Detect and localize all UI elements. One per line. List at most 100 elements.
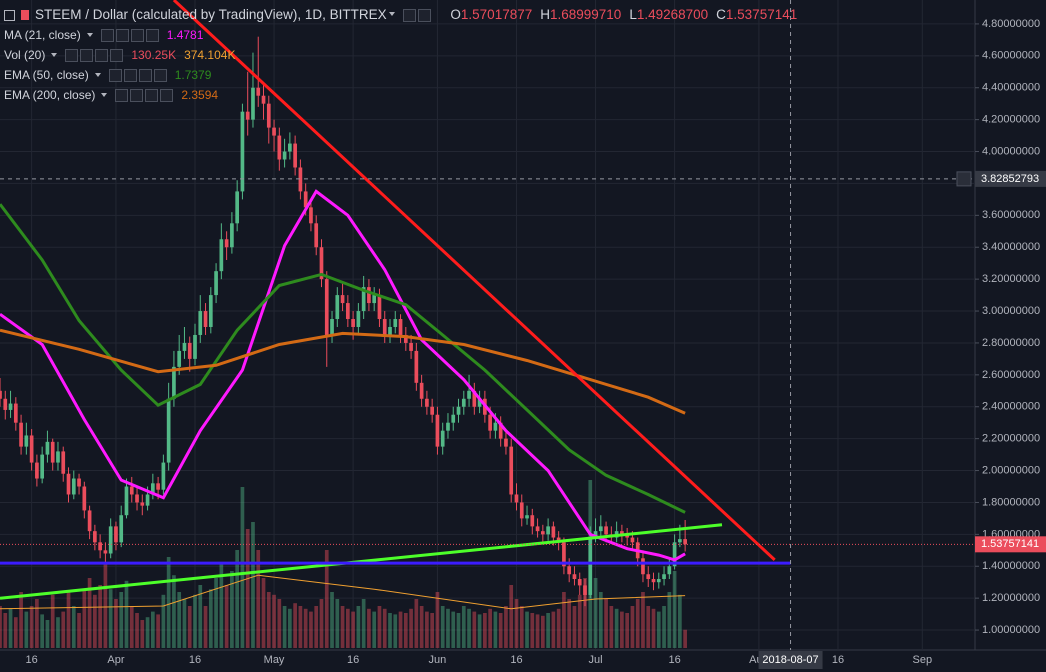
volume-bar [598,592,603,648]
button[interactable] [115,29,129,43]
candle-body [509,446,514,495]
indicator-name: EMA (50, close) [4,68,89,82]
y-tick-label: 4.20000000 [982,114,1040,126]
button[interactable] [160,89,174,103]
ohlc-value: 1.57017877 [460,7,533,22]
volume-bar [172,575,176,648]
dropdown[interactable] [51,52,58,57]
volume-bar [678,594,682,648]
ohlc-letter: L [629,7,637,22]
volume-bar [13,617,18,648]
crosshair-x-label: 2018-08-07 [762,654,818,666]
dropdown[interactable] [101,92,108,97]
volume-bar [330,592,334,648]
x-tick-label: 16 [832,654,844,666]
button[interactable] [108,69,122,83]
button[interactable] [130,29,144,43]
candle-body [540,531,545,535]
candle-body [604,526,608,535]
volume-bar [77,613,81,648]
candle-body [0,390,2,399]
button[interactable] [80,49,94,63]
candle-body [414,350,419,383]
volume-bar [230,571,234,648]
candle-body [530,515,535,527]
candle-body [235,191,240,224]
volume-bar [224,585,229,648]
candle-body [372,295,377,304]
volume-bar [667,592,672,648]
plot-area [0,0,975,650]
x-tick-label: Jun [429,654,447,666]
candle-body [630,537,635,543]
x-tick-label: Sep [913,654,933,666]
indicator-name: EMA (200, close) [4,88,96,102]
indicator-line [0,189,686,562]
candle-body [667,566,672,575]
button[interactable] [110,49,124,63]
toggle-icon[interactable] [4,9,15,21]
volume-bar [567,599,572,648]
button[interactable] [115,89,129,103]
dropdown[interactable] [94,72,101,77]
volume-bar [483,613,487,648]
dropdown[interactable] [388,12,395,17]
button[interactable] [402,8,416,22]
candle-body [24,435,29,447]
volume-bar [456,613,461,648]
candle-body [309,207,313,224]
button[interactable] [65,49,79,63]
volume-bar [351,611,355,648]
button[interactable] [145,29,159,43]
candle-body [525,515,529,519]
volume-bar [277,599,282,648]
button[interactable] [145,89,159,103]
button[interactable] [417,8,431,22]
volume-bar [309,611,313,648]
candle-body [145,494,150,506]
volume-bar [514,599,519,648]
indicator-line [0,203,686,514]
indicator-name: MA (21, close) [4,28,81,42]
candle-body [314,223,319,248]
volume-bar [50,594,55,648]
button[interactable] [138,69,152,83]
volume-bar [198,585,203,648]
y-tick-label: 4.80000000 [982,18,1040,30]
candle-body [50,441,55,463]
volume-bar [340,606,345,648]
candle-body [335,295,340,320]
candle-body [430,406,435,415]
candle-body [61,451,66,474]
candle-body [8,403,13,410]
add-button[interactable] [956,171,972,187]
candle-body [245,111,250,120]
volume-bar [235,550,240,648]
candle-body [330,319,334,335]
button[interactable] [153,69,167,83]
y-tick-label: 2.60000000 [982,369,1040,381]
y-tick-label: 1.00000000 [982,624,1040,636]
volume-bar [187,606,192,648]
button[interactable] [123,69,137,83]
volume-bar [87,578,92,648]
volume-bar [208,589,213,648]
trend-line [172,0,776,561]
button[interactable] [100,29,114,43]
volume-bar [129,606,134,648]
volume-bar [145,617,150,648]
volume-bar [430,613,435,648]
ohlc-value: 1.49268700 [636,7,709,22]
candle-body [435,414,440,447]
candle-body [277,135,282,160]
y-tick-label: 2.20000000 [982,433,1040,445]
volume-bar [114,599,118,648]
volume-bar [240,487,245,648]
candle-body [641,558,645,575]
dropdown[interactable] [86,32,93,37]
button[interactable] [95,49,109,63]
button[interactable] [130,89,144,103]
legend-row: EMA (50, close) 1.7379 [4,66,211,84]
crosshair-y-label: 3.82852793 [981,173,1039,185]
volume-bar [251,522,255,648]
